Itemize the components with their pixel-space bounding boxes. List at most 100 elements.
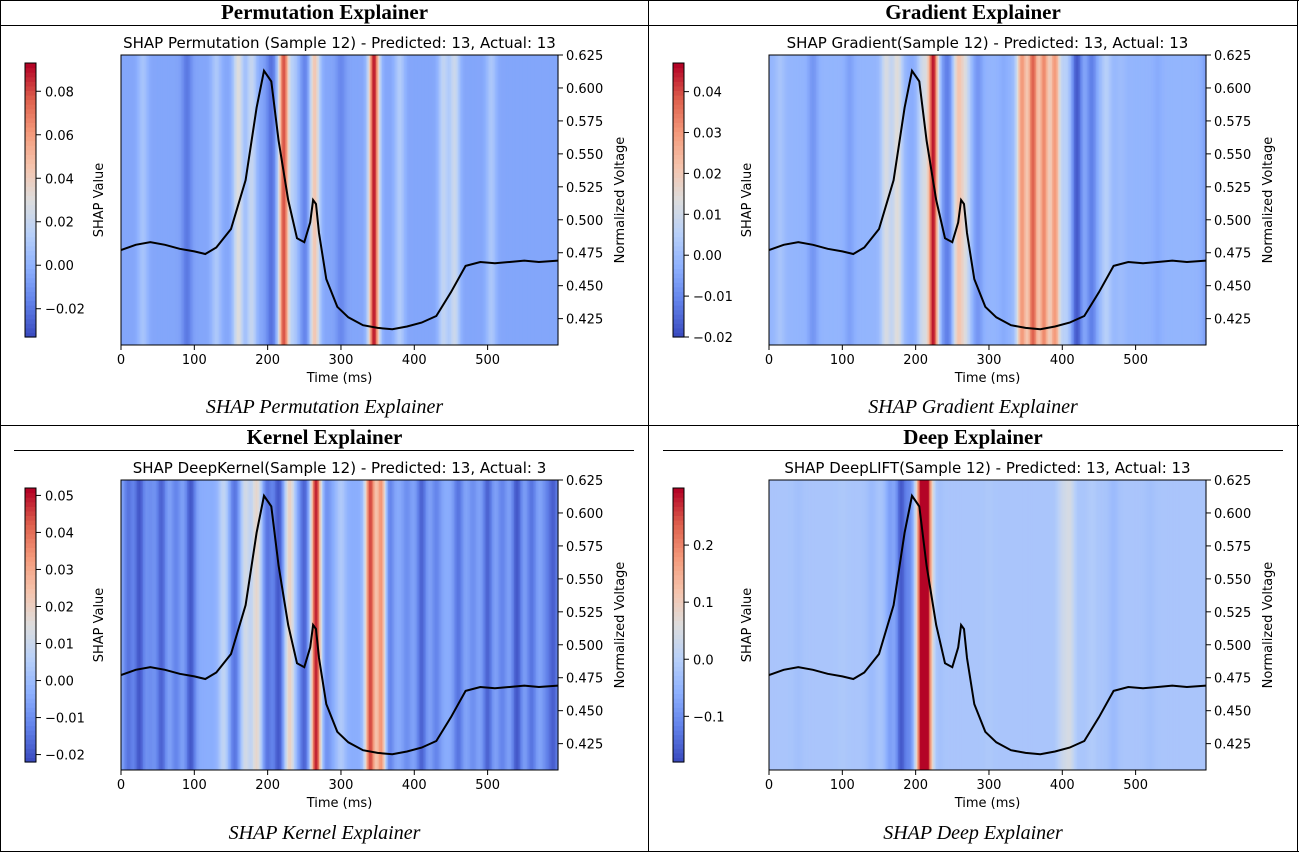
heatmap-column — [1028, 55, 1031, 345]
colorbar-segment — [673, 209, 684, 215]
heatmap-column — [890, 55, 893, 345]
heatmap-column — [1154, 480, 1157, 770]
colorbar-segment — [25, 327, 36, 334]
heatmap-column — [846, 55, 849, 345]
heatmap-column — [292, 480, 295, 770]
heatmap-column — [355, 55, 358, 345]
colorbar-segment — [673, 94, 684, 101]
heatmap-column — [1082, 55, 1085, 345]
heatmap-column — [1041, 55, 1044, 345]
heatmap-column — [527, 480, 530, 770]
heatmap-column — [773, 480, 776, 770]
colorbar-segment — [25, 693, 36, 699]
heatmap-column — [1059, 480, 1062, 770]
heatmap-column — [247, 480, 250, 770]
heatmap-column — [893, 480, 896, 770]
heatmap-column — [544, 480, 547, 770]
plot-frame — [120, 479, 559, 771]
heatmap-column — [798, 480, 801, 770]
plot-frame — [768, 54, 1207, 346]
heatmap-column — [1169, 55, 1172, 345]
heatmap-column — [220, 55, 223, 345]
colorbar-segment — [673, 643, 684, 649]
heatmap-column — [801, 55, 804, 345]
heatmap-column — [981, 480, 984, 770]
heatmap-column — [1038, 480, 1041, 770]
heatmap-column — [1074, 480, 1077, 770]
colorbar-segment — [673, 734, 684, 740]
heatmap-column — [1197, 55, 1200, 345]
heatmap-column — [411, 55, 414, 345]
heatmap-column — [405, 480, 408, 770]
colorbar-segment — [25, 707, 36, 713]
colorbar-segment — [25, 158, 36, 165]
colorbar-segment — [25, 259, 36, 265]
heatmap-column — [128, 480, 131, 770]
colorbar-segment — [25, 195, 36, 201]
heatmap-column — [166, 480, 169, 770]
heatmap-column — [1065, 480, 1068, 770]
heatmap-column — [368, 480, 371, 770]
heatmap-column — [348, 55, 351, 345]
heatmap-column — [1172, 480, 1175, 770]
heatmap-column — [1115, 55, 1118, 345]
colorbar-segment — [673, 524, 684, 530]
colorbar-segment — [673, 561, 684, 567]
heatmap-column — [1003, 55, 1006, 345]
y-tick-label: 0.425 — [1214, 313, 1251, 328]
heatmap-column — [162, 55, 165, 345]
heatmap-column — [228, 55, 231, 345]
heatmap-column — [471, 55, 474, 345]
heatmap-column — [986, 55, 989, 345]
colorbar-segment — [25, 510, 36, 516]
heatmap-column — [1087, 55, 1090, 345]
colorbar-segment — [673, 606, 684, 612]
heatmap-column — [448, 480, 451, 770]
heatmap-column — [255, 480, 258, 770]
y-axis-right-label: Normalized Voltage — [613, 562, 628, 689]
colorbar-segment — [673, 327, 684, 334]
heatmap-column — [966, 55, 970, 345]
colorbar-segment — [673, 542, 684, 548]
colorbar-segment — [673, 725, 684, 731]
heatmap-column — [1192, 55, 1195, 345]
heatmap-column — [799, 480, 802, 770]
colorbar-segment — [673, 126, 684, 133]
heatmap-column — [393, 55, 396, 345]
heatmap-column — [214, 480, 217, 770]
heatmap-column — [988, 55, 992, 345]
heatmap-column — [895, 55, 898, 345]
heatmap-column — [225, 55, 228, 345]
heatmap-column — [790, 480, 794, 770]
heatmap-column — [779, 480, 782, 770]
heatmap-column — [1156, 480, 1159, 770]
heatmap-column — [1198, 55, 1201, 345]
heatmap-column — [480, 55, 483, 345]
heatmap-column — [1027, 480, 1030, 770]
panel-title: Kernel Explainer — [246, 426, 403, 449]
heatmap-column — [188, 480, 191, 770]
heatmap-column — [997, 55, 1000, 345]
heatmap-column — [1072, 55, 1075, 345]
heatmap-column — [972, 480, 975, 770]
heatmap-column — [270, 480, 273, 770]
heatmap-column — [770, 55, 773, 345]
heatmap-column — [966, 480, 970, 770]
heatmap-column — [477, 55, 480, 345]
heatmap-column — [208, 480, 212, 770]
colorbar-segment — [673, 647, 684, 653]
heatmap-column — [859, 480, 862, 770]
y-tick-label: 0.575 — [566, 540, 603, 555]
heatmap-column — [1053, 480, 1056, 770]
heatmap-column — [390, 480, 393, 770]
heatmap-column — [1157, 55, 1160, 345]
heatmap-column — [399, 55, 402, 345]
heatmap-column — [235, 55, 238, 345]
heatmap-column — [329, 55, 332, 345]
heatmap-column — [383, 480, 386, 770]
heatmap-column — [1050, 55, 1053, 345]
heatmap-column — [1166, 55, 1169, 345]
heatmap-column — [952, 55, 955, 345]
heatmap-column — [357, 480, 360, 770]
title-rule-bottom-left — [14, 450, 634, 451]
